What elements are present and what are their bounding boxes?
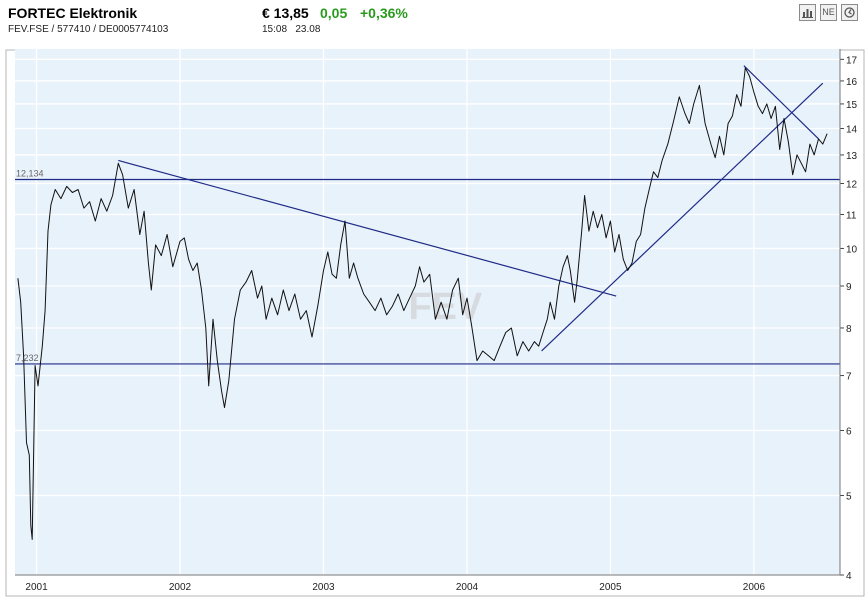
y-tick-label: 12	[846, 179, 858, 190]
trend-line	[118, 159, 617, 297]
support-levels: 12,134 7,232	[15, 169, 840, 365]
y-tick-label: 7	[846, 372, 852, 383]
x-tick-label: 2006	[743, 582, 766, 593]
y-tick-label: 4	[846, 571, 852, 582]
level-label: 7,232	[16, 353, 39, 363]
y-tick-label: 10	[846, 244, 858, 255]
quote-time: 15:08 23.08	[262, 24, 320, 35]
y-tick-label: 9	[846, 282, 852, 293]
chart-watermark: FEV	[408, 286, 483, 328]
quote-header: FORTEC Elektronik FEV.FSE / 577410 / DE0…	[0, 0, 868, 45]
refresh-icon[interactable]	[841, 4, 858, 21]
trend-line	[541, 82, 824, 352]
y-tick-label: 8	[846, 324, 852, 335]
plot-background	[15, 49, 840, 575]
price-change: 0,05	[320, 5, 348, 21]
y-tick-label: 17	[846, 55, 858, 66]
price-change-percent: +0,36%	[360, 5, 408, 21]
x-tick-label: 2004	[456, 582, 479, 593]
security-name: FORTEC Elektronik	[8, 5, 138, 21]
y-tick-label: 5	[846, 491, 852, 502]
x-axis: 2001 2002 2003 2004 2005 2006	[15, 574, 840, 593]
x-tick-label: 2002	[169, 582, 192, 593]
y-tick-label: 15	[846, 100, 858, 111]
y-tick-label: 11	[846, 210, 857, 221]
x-tick-label: 2003	[312, 582, 335, 593]
y-tick-label: 13	[846, 151, 858, 162]
price-chart: FEV 12,134 7,232 4 5 6 7 8 9 10 11 12 13 14 15 16 17 2…	[0, 44, 868, 599]
news-icon-label: NE	[822, 7, 835, 17]
x-tick-label: 2001	[25, 582, 48, 593]
y-tick-label: 14	[846, 125, 858, 136]
last-price: € 13,85	[262, 5, 309, 21]
y-tick-label: 16	[846, 77, 858, 88]
y-tick-label: 6	[846, 426, 852, 437]
trend-line	[743, 65, 819, 140]
security-identifiers: FEV.FSE / 577410 / DE0005774103	[8, 24, 169, 35]
quote-time-value: 15:08	[262, 24, 288, 35]
x-tick-label: 2005	[599, 582, 622, 593]
news-icon[interactable]: NE	[820, 4, 837, 21]
quote-date-value: 23.08	[295, 24, 321, 35]
trend-lines	[118, 65, 824, 352]
y-axis: 4 5 6 7 8 9 10 11 12 13 14 15 16 17	[839, 49, 858, 582]
bar-chart-icon[interactable]	[799, 4, 816, 21]
price-series-line	[17, 67, 828, 540]
toolbar-icons: NE	[799, 4, 858, 21]
level-label: 12,134	[16, 169, 44, 179]
